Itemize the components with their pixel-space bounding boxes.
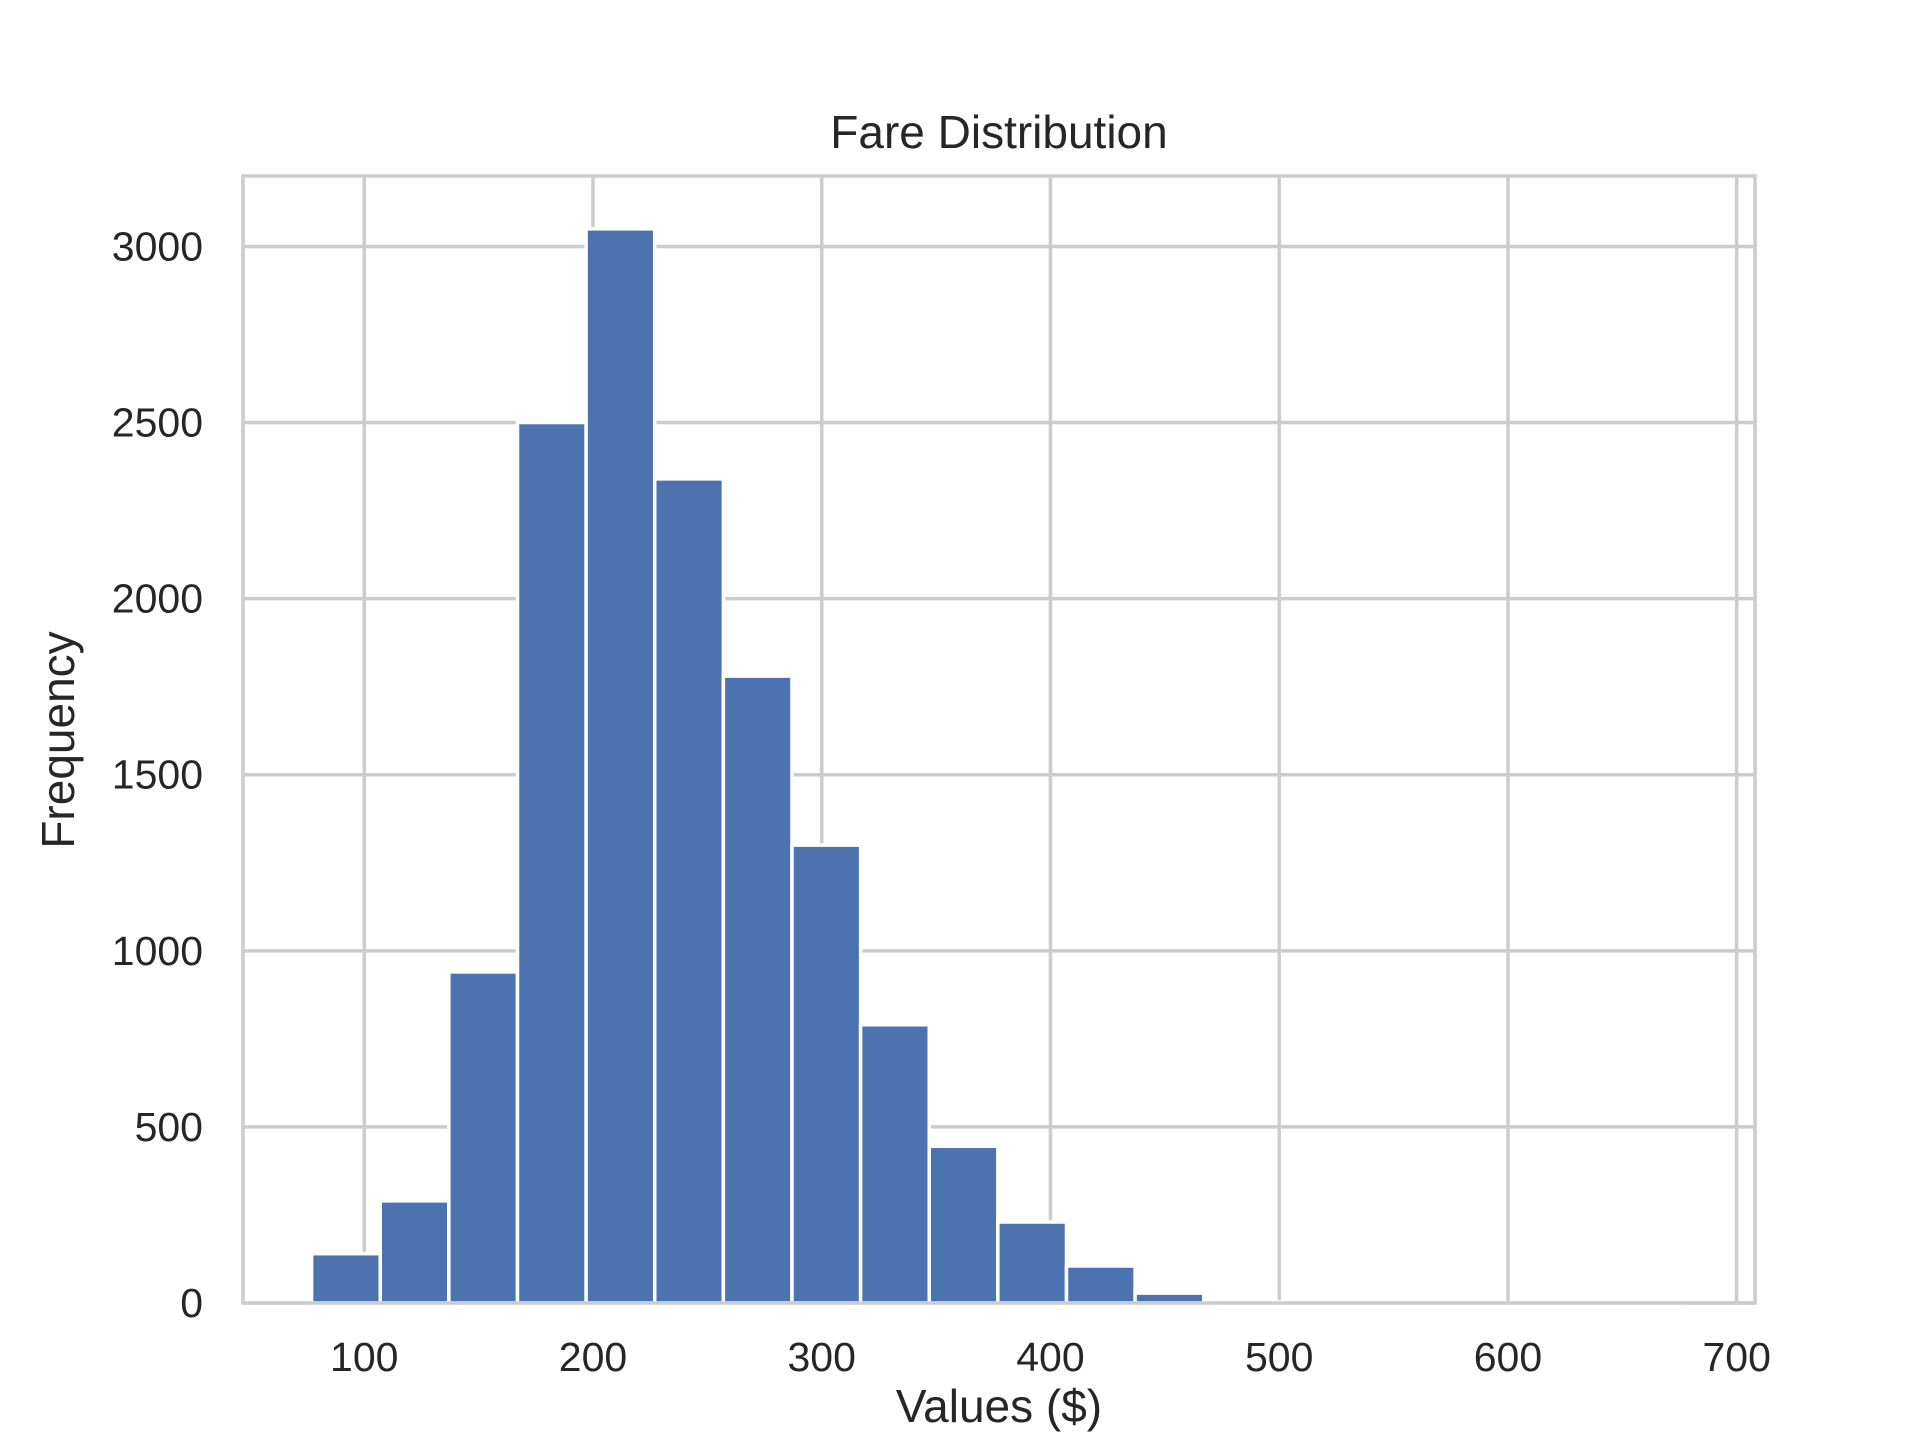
y-tick-label: 3000 <box>112 223 203 269</box>
x-tick-label: 500 <box>1245 1334 1313 1380</box>
y-axis-label: Frequency <box>32 631 84 848</box>
y-tick-labels: 0 500 1000 1500 2000 2500 3000 <box>112 223 203 1326</box>
y-tick-label: 500 <box>135 1104 203 1150</box>
x-tick-label: 300 <box>788 1334 856 1380</box>
x-tick-label: 400 <box>1016 1334 1084 1380</box>
histogram-bar <box>929 1146 998 1303</box>
histogram-bar <box>998 1222 1067 1303</box>
histogram-bar <box>655 479 724 1303</box>
histogram-bar <box>312 1254 381 1303</box>
x-axis-label: Values ($) <box>896 1380 1102 1432</box>
histogram-bar <box>517 423 586 1303</box>
x-tick-label: 600 <box>1474 1334 1542 1380</box>
y-tick-label: 2500 <box>112 400 203 446</box>
y-tick-label: 2000 <box>112 576 203 622</box>
histogram-bar <box>380 1201 449 1303</box>
histogram-bar <box>723 676 792 1303</box>
x-tick-label: 100 <box>330 1334 398 1380</box>
histogram-bar <box>861 1025 930 1303</box>
chart-title: Fare Distribution <box>830 106 1167 158</box>
x-tick-label: 200 <box>559 1334 627 1380</box>
y-tick-label: 0 <box>180 1280 203 1326</box>
histogram-bar <box>586 229 655 1303</box>
x-tick-labels: 100 200 300 400 500 600 700 <box>330 1334 1771 1380</box>
histogram-bar <box>1066 1266 1135 1303</box>
x-tick-label: 700 <box>1702 1334 1770 1380</box>
histogram-bar <box>449 972 518 1303</box>
histogram-bar <box>792 845 861 1303</box>
y-tick-label: 1000 <box>112 928 203 974</box>
y-tick-label: 1500 <box>112 752 203 798</box>
